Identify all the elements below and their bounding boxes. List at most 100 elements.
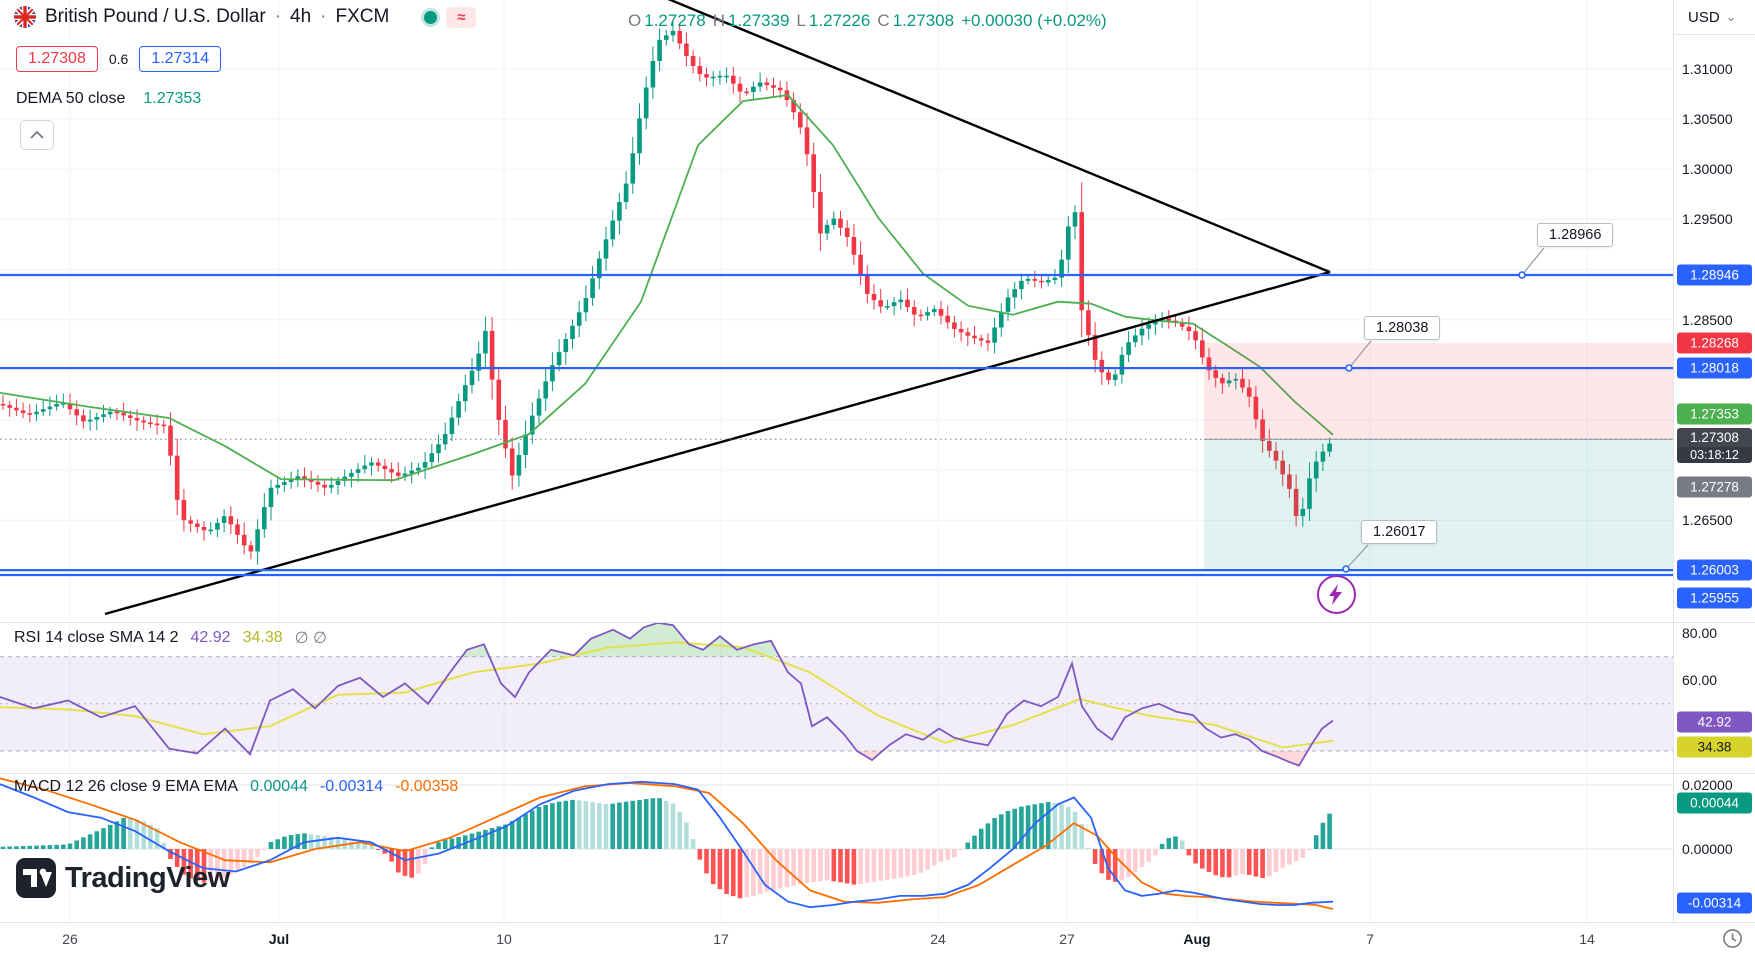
symbol-legend[interactable]: British Pound / U.S. Dollar · 4h · FXCM … [14,6,477,28]
scale-tick-label: 80.00 [1682,625,1718,641]
current-price-value: 1.27308 [1677,428,1752,447]
scale-tick-label: 0.02000 [1682,777,1733,793]
sell-button[interactable]: 1.27308 [16,46,98,72]
tradingview-logo[interactable]: TradingView [16,858,230,898]
broker-label: FXCM [335,6,390,27]
ohlc-label: L [796,11,806,30]
timezone-clock-icon[interactable] [1722,928,1743,949]
price-pane [0,0,1673,616]
rsi-value: 42.92 [190,629,231,646]
dema-label: DEMA 50 close [16,90,126,107]
rsi-title: RSI 14 close SMA 14 2 [14,629,179,646]
symbol-name: British Pound / U.S. Dollar [45,6,266,27]
gb-flag-icon [14,6,36,28]
separator: · [320,6,327,27]
macd-title: MACD 12 26 close 9 EMA EMA [14,778,239,795]
price-level-badge: 1.26003 [1677,559,1752,581]
rsi-value-badge: 34.38 [1677,736,1752,758]
time-axis[interactable]: 26 Jul 10 17 24 27 Aug 7 14 [0,922,1755,953]
flash-idea-button[interactable] [1317,575,1356,614]
time-axis-label: Aug [1183,931,1211,947]
price-callout-label[interactable]: 1.26017 [1361,520,1438,544]
pane-separator[interactable] [0,622,1755,623]
macd-line [0,780,1334,909]
price-level-badge: 1.27353 [1677,403,1752,425]
spread-value: 0.6 [108,51,129,67]
chevron-up-icon [30,131,44,139]
change-value: +0.00030 (+0.02%) [961,11,1107,30]
scale-tick-label: 1.30000 [1682,161,1733,177]
tradingview-wordmark: TradingView [65,861,230,894]
price-scale[interactable]: USD ⌄ 1.31000 1.30500 1.30000 1.29500 1.2850… [1673,0,1755,953]
collapse-legend-button[interactable] [20,120,54,150]
ohlc-label: C [877,11,890,30]
scale-tick-label: 1.26500 [1682,512,1733,528]
dema-value: 1.27353 [143,90,202,107]
scale-tick-label: 1.31000 [1682,61,1733,77]
rsi-value-badge: 42.92 [1677,711,1752,733]
ascending-trendline [104,270,1331,616]
interval-label[interactable]: 4h [290,6,312,27]
ohlc-readout: O 1.27278 H 1.27339 L 1.27226 C 1.27308 +0.00030… [628,11,1107,31]
rsi-band-placeholders: ∅ ∅ [294,630,327,647]
price-level-badge: 1.27278 [1677,476,1752,498]
currency-label: USD [1688,8,1720,26]
tradingview-logo-icon [16,858,56,898]
separator: · [274,6,282,27]
pane-separator[interactable] [0,773,1755,774]
price-level-badge: 1.28018 [1677,357,1752,379]
time-axis-label: 17 [713,931,729,947]
macd-pane [0,777,1334,910]
bar-countdown: 03:18:12 [1677,447,1752,463]
rsi-line [0,622,1334,767]
time-axis-label: 24 [930,931,946,947]
time-axis-label: 7 [1366,931,1374,947]
time-axis-label: 26 [62,931,78,947]
time-axis-label: 27 [1059,931,1075,947]
dema-line [0,94,1334,482]
buy-button[interactable]: 1.27314 [139,46,222,72]
macd-hist-value: 0.00044 [250,778,308,795]
price-level-badge: 1.25955 [1677,587,1752,609]
time-axis-label: 14 [1579,931,1595,947]
ohlc-value: 1.27278 [644,11,706,30]
macd-signal-line [0,777,1334,910]
ohlc-label: H [712,11,725,30]
dema-legend[interactable]: DEMA 50 close 1.27353 [16,90,201,108]
scale-tick-label: 1.28500 [1682,312,1733,328]
price-level-badge: 1.28268 [1677,332,1752,354]
rsi-legend[interactable]: RSI 14 close SMA 14 2 42.92 34.38 ∅ ∅ [14,628,327,648]
macd-value-badge: -0.00314 [1677,892,1752,914]
currency-selector[interactable]: USD ⌄ [1674,0,1755,35]
macd-line-value: -0.00314 [319,778,384,795]
scale-tick-label: 60.00 [1682,672,1718,688]
scale-tick-label: 1.30500 [1682,111,1733,127]
ohlc-value: 1.27226 [808,11,871,30]
price-level-badge: 1.28946 [1677,264,1752,286]
chevron-down-icon: ⌄ [1725,9,1737,24]
descending-trendline [667,0,1331,274]
price-callout-label[interactable]: 1.28038 [1364,316,1441,340]
ohlc-value: 1.27339 [727,11,790,30]
approx-data-badge[interactable]: ≈ [446,6,477,28]
price-callout-label[interactable]: 1.28966 [1537,223,1614,247]
rsi-sma-value: 34.38 [242,629,283,646]
take-profit-zone [1204,439,1673,569]
ohlc-label: O [628,11,642,30]
callout-connectors [1342,247,1545,573]
rsi-sma-line [0,641,1334,749]
macd-legend[interactable]: MACD 12 26 close 9 EMA EMA 0.00044 -0.00… [14,778,458,796]
time-axis-label: Jul [268,931,290,947]
market-status-dot[interactable] [424,10,438,24]
lightning-icon [1329,584,1342,605]
trade-panel: 1.27308 0.6 1.27314 [16,46,222,72]
ohlc-value: 1.27308 [892,11,955,30]
scale-tick-label: 0.00000 [1682,841,1733,857]
stop-loss-zone [1204,342,1673,440]
macd-signal-value: -0.00358 [395,778,459,795]
current-price-badge: 1.27308 03:18:12 [1677,428,1752,463]
time-axis-label: 10 [496,931,512,947]
scale-tick-label: 1.29500 [1682,211,1733,227]
